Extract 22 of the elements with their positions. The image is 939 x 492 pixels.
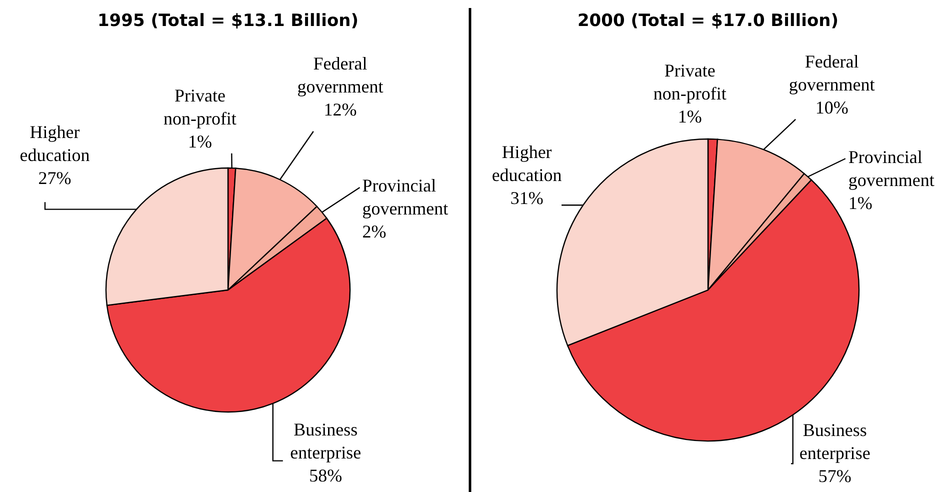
data-label: 1% <box>678 106 702 127</box>
slice-label: Provincial government <box>362 176 448 219</box>
slice-label: Provincial government <box>848 146 934 190</box>
data-label: 31% <box>510 188 544 208</box>
data-label: 1% <box>848 192 872 213</box>
slice-label: Private non-profit <box>653 60 726 104</box>
slice-label: Federal government <box>788 52 875 95</box>
slice-label: Higher education <box>20 122 90 165</box>
data-label: 57% <box>818 466 852 486</box>
data-label: 10% <box>815 98 848 118</box>
data-label: 58% <box>309 466 342 486</box>
data-label: 2% <box>362 222 386 242</box>
slice-label: Higher education <box>492 142 562 186</box>
data-label: 12% <box>324 100 357 120</box>
chart-title: 2000 (Total = $17.0 Billion) <box>577 11 839 31</box>
slice-label: Business enterprise <box>290 420 362 463</box>
data-label: 1% <box>188 131 212 152</box>
slice-label: Private non-profit <box>163 85 236 128</box>
data-label: 27% <box>38 168 72 188</box>
slice-label: Federal government <box>297 54 384 97</box>
slice-label: Business enterprise <box>799 420 870 464</box>
chart-title: 1995 (Total = $13.1 Billion) <box>97 11 359 31</box>
